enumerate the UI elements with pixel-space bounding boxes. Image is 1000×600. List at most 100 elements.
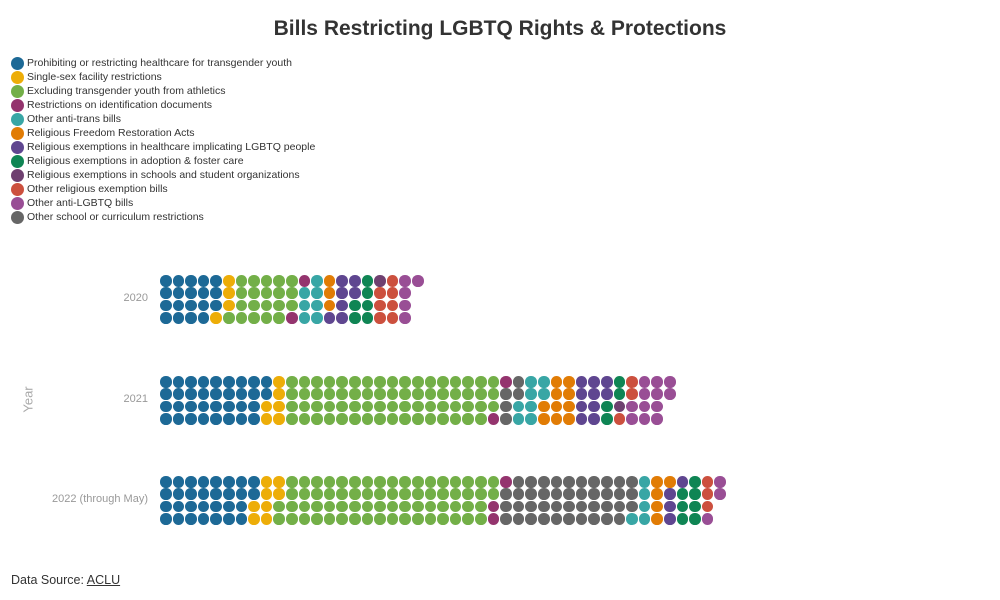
dot-healthcare[interactable] xyxy=(260,388,273,400)
dot-athletics[interactable] xyxy=(223,312,235,324)
dot-id[interactable] xyxy=(500,376,512,388)
dot-athletics[interactable] xyxy=(386,413,399,425)
dot-facility[interactable] xyxy=(260,413,273,425)
dot-healthcare[interactable] xyxy=(185,388,197,400)
dot-athletics[interactable] xyxy=(336,500,348,513)
dot-athletics[interactable] xyxy=(361,376,374,388)
dot-athletics[interactable] xyxy=(298,400,311,413)
dot-rfra[interactable] xyxy=(563,376,575,388)
dot-athletics[interactable] xyxy=(361,513,374,525)
dot-athletics[interactable] xyxy=(298,488,311,500)
dot-relhealth[interactable] xyxy=(588,388,600,400)
dot-healthcare[interactable] xyxy=(172,376,185,388)
source-link[interactable]: ACLU xyxy=(86,573,121,587)
dot-athletics[interactable] xyxy=(399,500,411,513)
dot-athletics[interactable] xyxy=(386,400,399,413)
dot-athletics[interactable] xyxy=(412,413,424,425)
dot-healthcare[interactable] xyxy=(185,500,197,513)
dot-adoption[interactable] xyxy=(601,400,613,413)
dot-athletics[interactable] xyxy=(487,476,500,488)
dot-curriculum[interactable] xyxy=(525,500,537,513)
dot-adoption[interactable] xyxy=(689,513,701,525)
dot-athletics[interactable] xyxy=(424,400,437,413)
dot-athletics[interactable] xyxy=(437,400,449,413)
dot-adoption[interactable] xyxy=(361,299,374,312)
dot-rfra[interactable] xyxy=(563,413,575,425)
dot-rfra[interactable] xyxy=(323,275,336,287)
dot-healthcare[interactable] xyxy=(197,400,210,413)
dot-antitrans[interactable] xyxy=(311,299,323,312)
dot-healthcare[interactable] xyxy=(235,500,248,513)
dot-curriculum[interactable] xyxy=(563,476,575,488)
dot-athletics[interactable] xyxy=(286,376,298,388)
legend-item-antitrans[interactable]: Other anti-trans bills xyxy=(11,112,315,126)
dot-relhealth[interactable] xyxy=(588,400,600,413)
dot-curriculum[interactable] xyxy=(525,513,537,525)
dot-antilgbtq[interactable] xyxy=(399,312,411,324)
dot-athletics[interactable] xyxy=(386,513,399,525)
dot-athletics[interactable] xyxy=(298,500,311,513)
dot-adoption[interactable] xyxy=(676,513,689,525)
dot-athletics[interactable] xyxy=(487,400,500,413)
dot-athletics[interactable] xyxy=(361,388,374,400)
dot-athletics[interactable] xyxy=(412,476,424,488)
dot-curriculum[interactable] xyxy=(538,476,550,488)
dot-curriculum[interactable] xyxy=(588,476,600,488)
dot-healthcare[interactable] xyxy=(210,476,222,488)
dot-athletics[interactable] xyxy=(311,513,323,525)
dot-athletics[interactable] xyxy=(311,388,323,400)
dot-antilgbtq[interactable] xyxy=(399,275,411,287)
dot-facility[interactable] xyxy=(260,488,273,500)
legend-item-adoption[interactable]: Religious exemptions in adoption & foste… xyxy=(11,154,315,168)
dot-adoption[interactable] xyxy=(689,488,701,500)
dot-antitrans[interactable] xyxy=(525,400,537,413)
dot-antitrans[interactable] xyxy=(638,476,651,488)
dot-athletics[interactable] xyxy=(323,500,336,513)
dot-healthcare[interactable] xyxy=(210,500,222,513)
dot-antilgbtq[interactable] xyxy=(714,476,726,488)
dot-athletics[interactable] xyxy=(336,413,348,425)
dot-curriculum[interactable] xyxy=(626,488,638,500)
dot-athletics[interactable] xyxy=(336,376,348,388)
dot-athletics[interactable] xyxy=(235,312,248,324)
dot-adoption[interactable] xyxy=(601,413,613,425)
dot-healthcare[interactable] xyxy=(210,275,222,287)
dot-athletics[interactable] xyxy=(311,376,323,388)
dot-athletics[interactable] xyxy=(437,476,449,488)
dot-facility[interactable] xyxy=(223,275,235,287)
dot-athletics[interactable] xyxy=(424,376,437,388)
dot-healthcare[interactable] xyxy=(248,488,260,500)
dot-facility[interactable] xyxy=(273,413,285,425)
dot-healthcare[interactable] xyxy=(172,413,185,425)
dot-athletics[interactable] xyxy=(399,376,411,388)
dot-athletics[interactable] xyxy=(449,476,462,488)
dot-rfra[interactable] xyxy=(550,400,563,413)
dot-facility[interactable] xyxy=(260,400,273,413)
dot-relhealth[interactable] xyxy=(664,488,676,500)
dot-athletics[interactable] xyxy=(412,488,424,500)
dot-healthcare[interactable] xyxy=(210,413,222,425)
dot-athletics[interactable] xyxy=(449,488,462,500)
dot-athletics[interactable] xyxy=(286,513,298,525)
legend-item-rfra[interactable]: Religious Freedom Restoration Acts xyxy=(11,126,315,140)
dot-athletics[interactable] xyxy=(323,376,336,388)
dot-athletics[interactable] xyxy=(449,413,462,425)
dot-athletics[interactable] xyxy=(424,476,437,488)
dot-athletics[interactable] xyxy=(323,388,336,400)
dot-antilgbtq[interactable] xyxy=(399,287,411,299)
dot-curriculum[interactable] xyxy=(500,488,512,500)
dot-antitrans[interactable] xyxy=(638,500,651,513)
dot-relhealth[interactable] xyxy=(601,388,613,400)
dot-relhealth[interactable] xyxy=(336,312,348,324)
dot-healthcare[interactable] xyxy=(223,400,235,413)
dot-antitrans[interactable] xyxy=(525,413,537,425)
dot-athletics[interactable] xyxy=(286,476,298,488)
dot-antilgbtq[interactable] xyxy=(638,400,651,413)
dot-healthcare[interactable] xyxy=(185,400,197,413)
dot-athletics[interactable] xyxy=(273,500,285,513)
dot-healthcare[interactable] xyxy=(210,400,222,413)
dot-id[interactable] xyxy=(500,476,512,488)
dot-athletics[interactable] xyxy=(323,413,336,425)
dot-athletics[interactable] xyxy=(248,312,260,324)
dot-curriculum[interactable] xyxy=(538,513,550,525)
